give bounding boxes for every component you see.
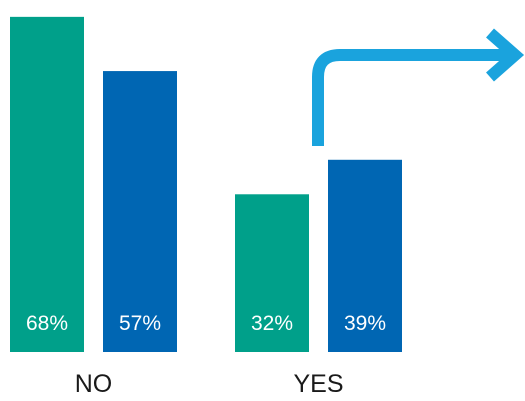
bar-yes-series-2 <box>328 159 402 352</box>
category-labels-group: NO YES <box>75 370 344 398</box>
value-label-yes-series-2: 39% <box>344 312 386 335</box>
value-labels-group: 68% 57% 32% 39% <box>26 312 386 335</box>
value-label-no-series-1: 68% <box>26 312 68 335</box>
bars-group <box>10 16 402 353</box>
value-label-no-series-2: 57% <box>119 312 161 335</box>
bar-no-series-1 <box>10 16 84 352</box>
bar-yes-series-1 <box>235 194 309 352</box>
category-label-yes: YES <box>293 370 343 398</box>
bar-no-series-2 <box>103 71 177 353</box>
arrow-annotation <box>312 28 525 146</box>
value-label-yes-series-1: 32% <box>251 312 293 335</box>
category-label-no: NO <box>75 370 113 398</box>
